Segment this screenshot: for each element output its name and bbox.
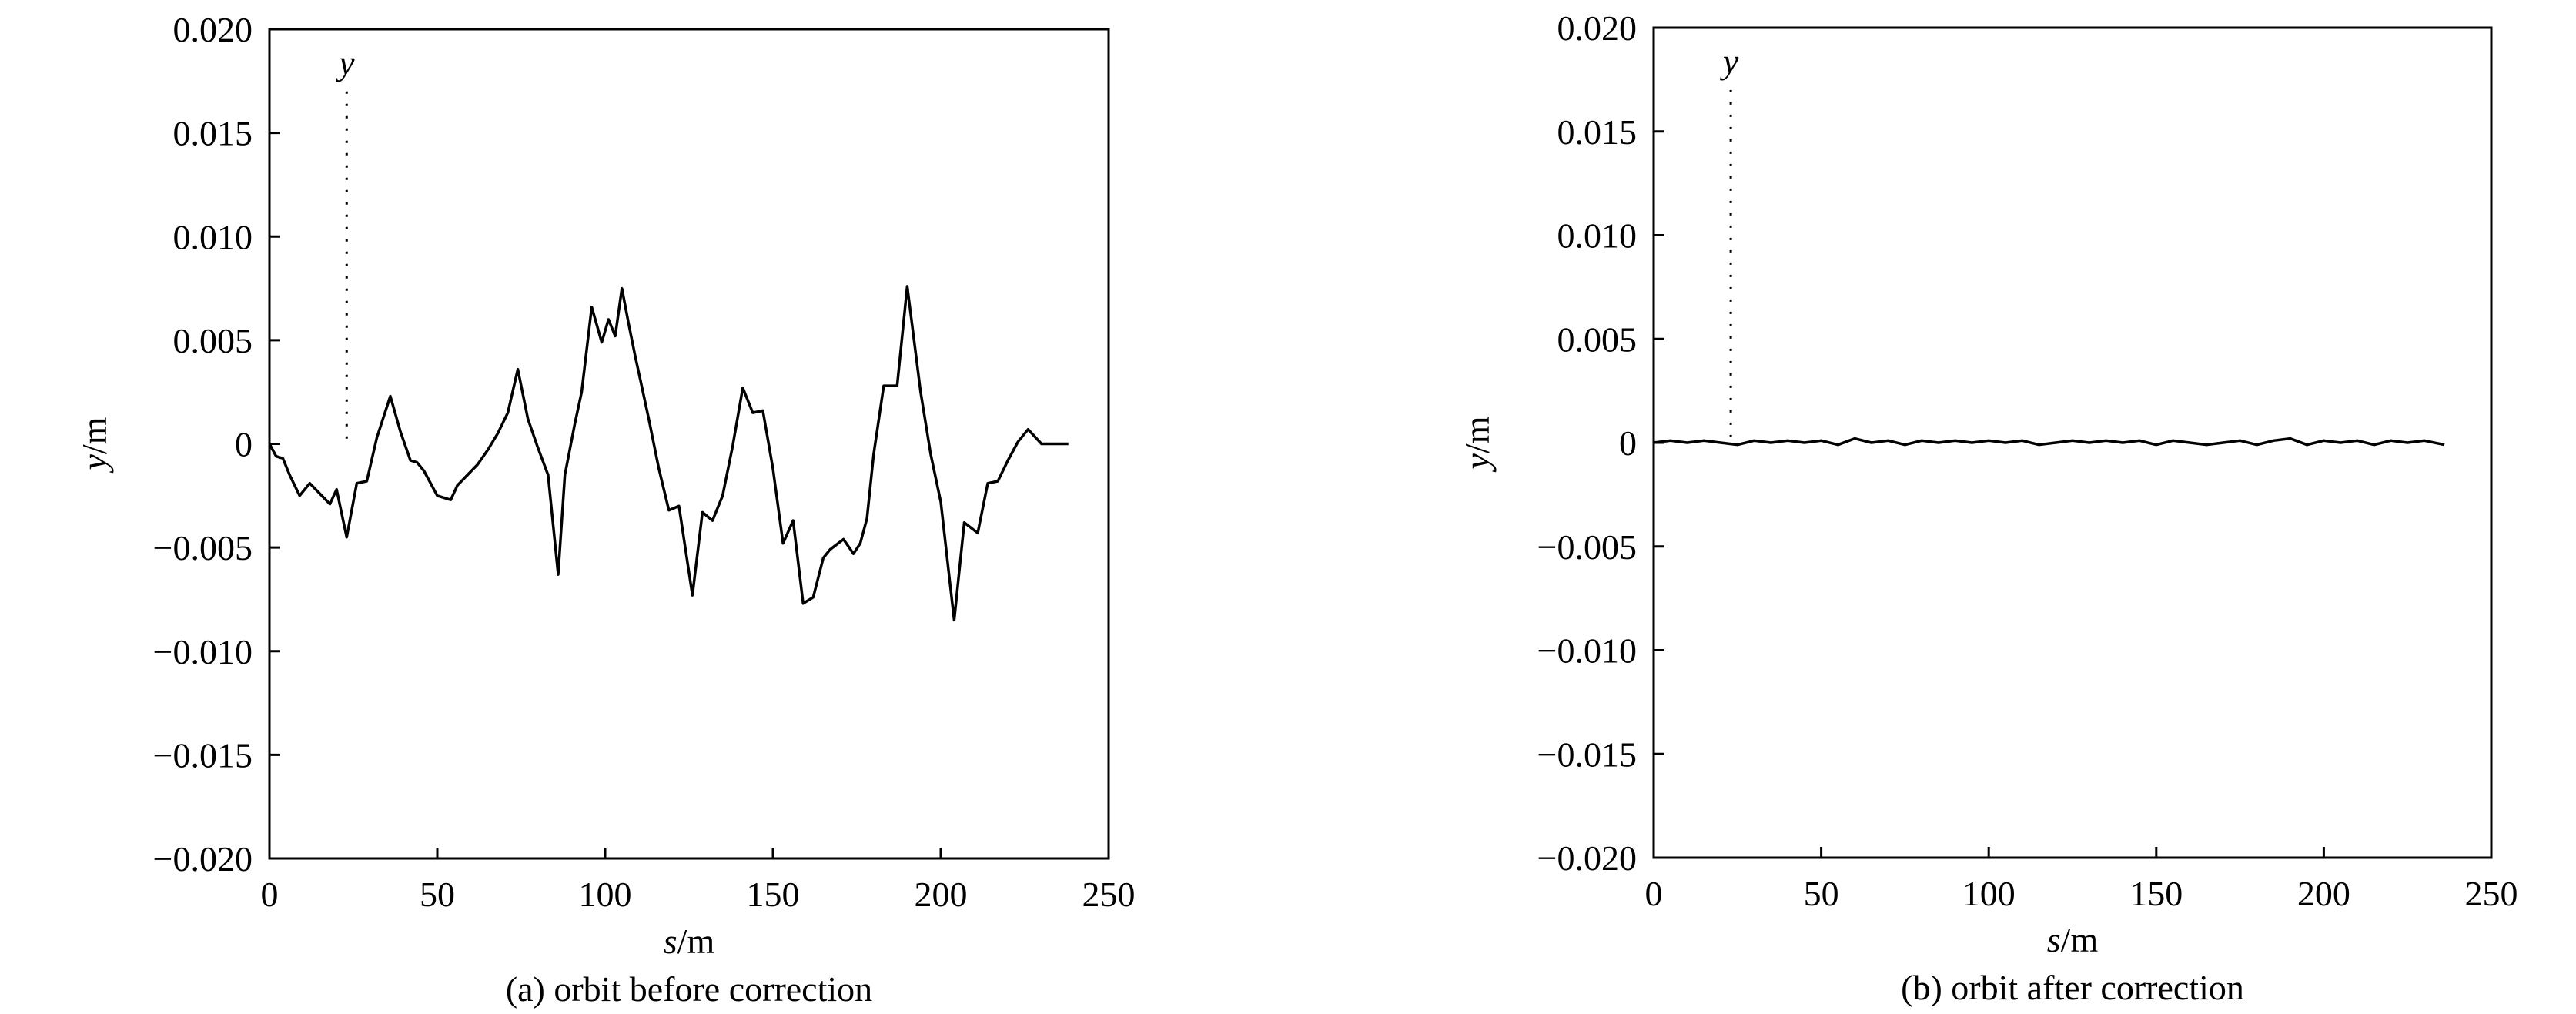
y-tick-label: −0.005 [1537,527,1637,567]
marks: y [268,43,1069,622]
x-axis-unit: /m [677,922,715,961]
ticks: 0.020 0.015 0.010 0.005 0 −0.005 −0.010 −0.015 −… [153,10,1136,914]
y-tick-label: −0.020 [153,839,253,878]
x-axis-unit: /m [2061,920,2099,959]
y-tick-label: −0.005 [153,528,253,567]
x-axis-var: s [2047,920,2061,959]
panel-b: 0.020 0.015 0.010 0.005 0 −0.005 −0.010 −0.015 −… [1457,8,2518,1007]
y-tick-label: 0.010 [1557,216,1638,256]
x-tick-label: 0 [261,875,279,914]
y-tick-label: −0.010 [1537,631,1637,671]
annotation-label: y [1720,42,1739,81]
y-axis-label: y/m [1457,416,1497,472]
x-tick-label: 50 [1804,874,1839,913]
y-tick-label: −0.015 [1537,735,1637,774]
panel-a: 0.020 0.015 0.010 0.005 0 −0.005 −0.010 −0.015 −… [75,10,1136,1009]
caption-a: (a) orbit before correction [506,969,872,1009]
y-axis-unit: /m [75,417,114,454]
y-tick-label: −0.015 [153,735,253,775]
y-tick-label: 0 [235,425,253,464]
x-tick-label: 200 [2297,874,2350,913]
y-tick-label: −0.010 [153,632,253,671]
x-tick-label: 150 [2129,874,2183,913]
x-tick-label: 250 [1082,875,1136,914]
y-tick-label: 0 [1619,423,1637,463]
series-line [1653,437,2445,447]
x-tick-label: 0 [1645,874,1663,913]
y-tick-label: 0.020 [173,10,253,49]
x-tick-label: 200 [915,875,968,914]
y-tick-label: 0.015 [173,114,253,153]
y-tick-label: 0.005 [173,321,253,360]
y-axis-var: y [1457,453,1497,472]
x-tick-label: 100 [1962,874,2016,913]
y-tick-label: 0.010 [173,217,253,256]
x-tick-label: 250 [2465,874,2518,913]
x-tick-label: 150 [747,875,800,914]
x-tick-label: 100 [579,875,632,914]
y-axis-label: y/m [75,417,114,473]
y-axis-var: y [75,453,114,473]
x-axis-label: s/m [664,922,715,961]
plot-frame [268,28,1110,860]
marks: y [1653,42,2445,447]
ticks: 0.020 0.015 0.010 0.005 0 −0.005 −0.010 −0.015 −… [1537,8,2518,913]
series-line [268,285,1069,622]
x-axis-var: s [664,922,677,961]
y-axis-unit: /m [1457,416,1497,453]
y-tick-label: 0.015 [1557,112,1638,152]
y-tick-label: 0.005 [1557,320,1638,359]
x-tick-label: 50 [420,875,455,914]
caption-b: (b) orbit after correction [1901,968,2244,1007]
annotation-label: y [336,43,355,82]
y-tick-label: 0.020 [1557,8,1638,48]
y-tick-label: −0.020 [1537,838,1637,878]
x-axis-label: s/m [2047,920,2099,959]
